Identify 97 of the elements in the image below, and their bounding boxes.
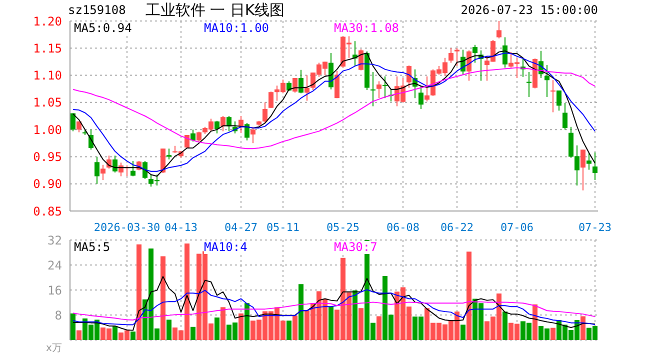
candlestick (250, 126, 256, 144)
candlestick (94, 156, 100, 184)
y-tick-label: 16 (48, 283, 62, 298)
x-tick-label: 04-13 (164, 221, 198, 234)
candlestick (418, 86, 424, 110)
candlestick (214, 120, 220, 134)
bar (298, 284, 304, 340)
bar (352, 290, 358, 340)
y-tick-label: 32 (48, 233, 62, 248)
y-tick-label: 1.05 (33, 96, 62, 110)
candlestick (190, 129, 196, 142)
y-tick-label: 1.00 (33, 122, 62, 137)
text: MA30:7 (334, 240, 378, 254)
candlestick (220, 116, 226, 132)
candlestick (424, 76, 430, 102)
bar (76, 330, 82, 340)
candlestick (544, 64, 550, 98)
bar (328, 306, 334, 340)
line-series (72, 301, 596, 320)
candlestick (226, 116, 232, 132)
candlestick (142, 160, 148, 180)
bar (244, 303, 250, 340)
candlestick (268, 91, 274, 108)
x-tick-label: 06-22 (440, 221, 474, 234)
x-tick-label: 04-27 (224, 221, 258, 234)
x-tick-label: 07-23 (578, 221, 612, 234)
bar (190, 326, 196, 340)
candlestick (292, 78, 298, 94)
bar (214, 318, 220, 340)
line-series (72, 276, 596, 331)
candlestick (298, 69, 304, 94)
y-tick-label: 1.10 (33, 68, 62, 83)
bar (580, 316, 586, 340)
y-tick-label: 1.20 (33, 14, 62, 28)
bar (292, 316, 298, 340)
x-tick-label: 05-11 (266, 221, 300, 234)
candlestick (304, 74, 310, 102)
text: MA10:4 (204, 240, 248, 254)
candlestick (592, 152, 598, 181)
candlestick (382, 76, 388, 99)
bar (70, 313, 76, 340)
text: MA5:5 (74, 240, 110, 254)
candlestick (496, 21, 502, 39)
x-tick-label: 06-08 (386, 221, 420, 234)
y-tick-label: 0.90 (33, 177, 62, 192)
text: 2026-07-23 15:00:00 (460, 3, 598, 17)
bar (460, 324, 466, 340)
candlestick (454, 48, 460, 67)
candlestick (262, 102, 268, 124)
y-axis-title: x万 (46, 342, 62, 355)
bar (550, 328, 556, 340)
bar (160, 256, 166, 340)
candlestick (334, 70, 340, 99)
bar (376, 316, 382, 340)
y-tick-label: 0.85 (33, 204, 62, 218)
line-series (72, 289, 596, 326)
y-tick-label: 1.15 (33, 41, 62, 56)
x-tick-label: 2026-03-30 (94, 221, 160, 234)
chart-title: 工业软件 一 日K线图 (144, 1, 286, 20)
candlestick (160, 148, 166, 174)
candlestick (556, 90, 562, 112)
bar (532, 304, 538, 340)
bar (130, 332, 136, 340)
text: MA10:1.00 (204, 21, 270, 35)
chart-subtitle: sz159108 (68, 3, 126, 17)
candlestick (562, 102, 568, 130)
candlestick (580, 149, 586, 191)
bar (220, 307, 226, 340)
candlestick (196, 131, 202, 142)
bar (112, 326, 118, 340)
candlestick (376, 80, 382, 99)
candlestick (472, 44, 478, 64)
y-tick-label: 8 (54, 308, 62, 322)
candlestick (100, 164, 106, 181)
y-tick-label: 24 (48, 258, 62, 272)
x-tick-label: 07-06 (500, 221, 534, 234)
candlestick (526, 72, 532, 98)
candlestick (406, 65, 412, 88)
candlestick (244, 122, 250, 141)
text: MA30:1.08 (334, 21, 400, 35)
candlestick (112, 155, 118, 173)
bar (166, 320, 172, 340)
bar (238, 313, 244, 340)
bar (502, 312, 508, 340)
bar (466, 252, 472, 340)
candlestick (448, 48, 454, 64)
candlestick (130, 160, 136, 177)
text: MA5:0.94 (74, 21, 132, 35)
bar (358, 308, 364, 340)
candlestick (586, 152, 592, 170)
candlestick (166, 148, 172, 160)
bar (286, 320, 292, 340)
bar (136, 244, 142, 340)
candlestick (550, 80, 556, 113)
x-tick-label: 05-25 (326, 221, 360, 234)
candlestick (370, 72, 376, 107)
y-tick-label: 0.95 (33, 150, 62, 164)
